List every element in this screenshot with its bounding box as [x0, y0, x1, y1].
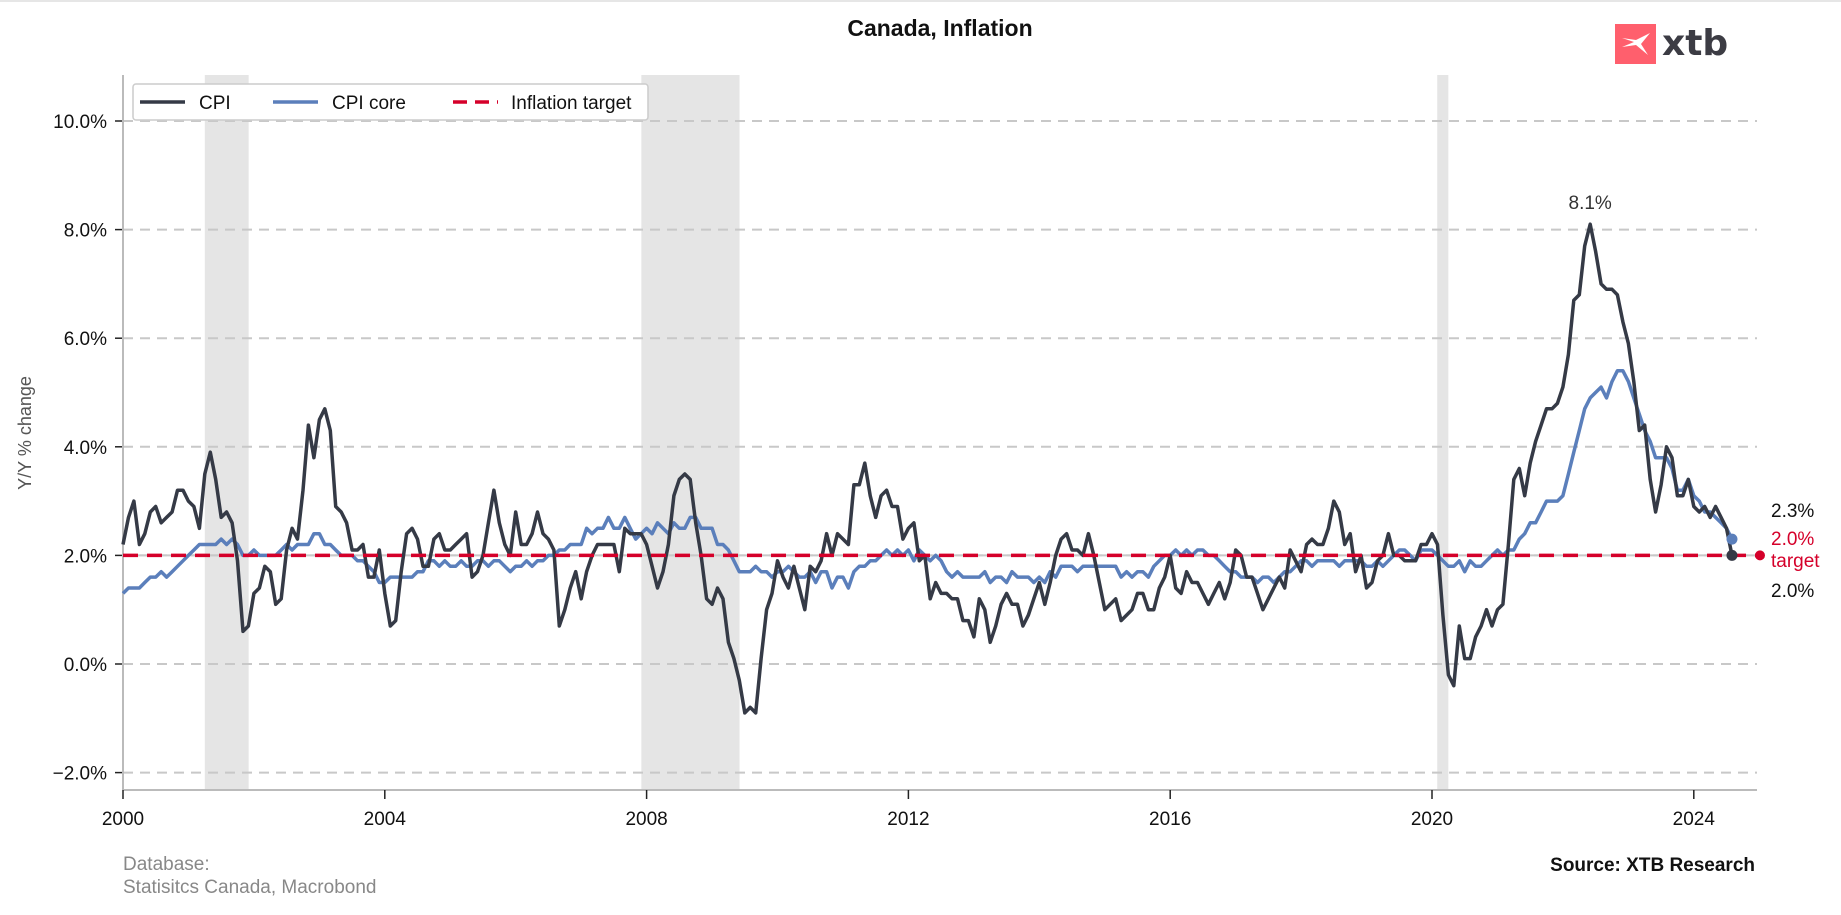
target-sublabel: target	[1771, 551, 1820, 572]
legend-label-cpi-core: CPI core	[332, 93, 406, 114]
cpi-core-end-dot	[1726, 533, 1738, 545]
series-line-cpi-core	[121, 369, 1734, 595]
peak-annotation: 8.1%	[1569, 193, 1612, 214]
y-tick-label: 4.0%	[64, 438, 107, 459]
cpi-core-last-value-label: 2.3%	[1771, 501, 1814, 522]
y-tick-label: 8.0%	[64, 221, 107, 242]
logo-x-glyph-icon	[1622, 33, 1650, 55]
recession-band	[1437, 75, 1449, 790]
x-tick-label: 2008	[625, 809, 667, 830]
series-line-cpi	[121, 222, 1734, 715]
y-tick-label: 6.0%	[64, 329, 107, 350]
y-tick-label: 2.0%	[64, 546, 107, 567]
recession-band	[641, 75, 740, 790]
x-tick-label: 2004	[364, 809, 407, 830]
logo-text: xtb	[1662, 23, 1728, 64]
legend-label-cpi: CPI	[199, 93, 231, 114]
source-label: Source: XTB Research	[1550, 855, 1755, 876]
xtb-logo: xtb	[1615, 23, 1728, 64]
x-tick-label: 2024	[1673, 809, 1716, 830]
axes: −2.0% 0.0% 2.0% 4.0% 6.0% 8.0% 10.0% 2000 2004 20…	[53, 75, 1757, 830]
legend-box	[132, 83, 649, 121]
footnote-database: Database:	[123, 854, 210, 875]
x-tick-label: 2016	[1149, 809, 1191, 830]
cpi-end-dot	[1726, 549, 1738, 561]
x-tick-label: 2012	[887, 809, 929, 830]
gridlines	[123, 120, 1757, 774]
top-border	[0, 0, 1841, 2]
series-lines	[121, 222, 1765, 715]
footnote-source-db: Statisitcs Canada, Macrobond	[123, 877, 376, 898]
y-axis-label: Y/Y % change	[15, 376, 35, 490]
recession-band	[204, 75, 249, 790]
y-tick-label: 0.0%	[64, 655, 107, 676]
y-tick-label: −2.0%	[53, 764, 108, 785]
x-tick-label: 2020	[1411, 809, 1453, 830]
chart-title: Canada, Inflation	[847, 15, 1032, 41]
x-tick-label: 2000	[102, 809, 144, 830]
recession-bands	[204, 75, 1449, 790]
cpi-last-value-label: 2.0%	[1771, 581, 1814, 602]
y-tick-label: 10.0%	[53, 112, 107, 133]
legend-label-target: Inflation target	[511, 93, 632, 114]
target-value-label: 2.0%	[1771, 529, 1814, 550]
target-end-dot	[1754, 550, 1765, 561]
legend: CPI CPI core Inflation target	[132, 83, 649, 121]
